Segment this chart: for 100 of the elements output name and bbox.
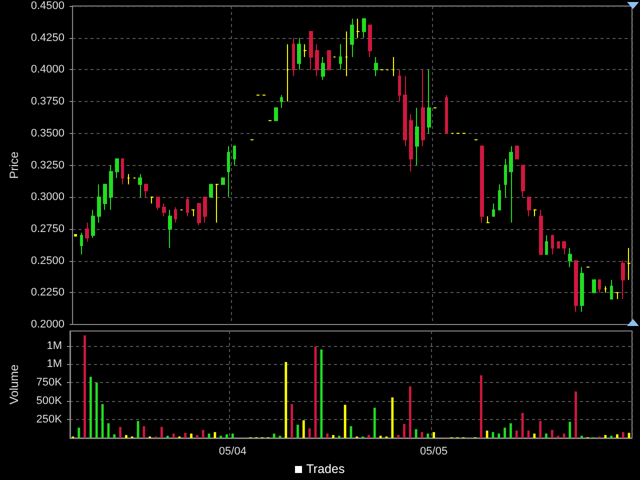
bar <box>184 432 187 438</box>
bar <box>515 430 518 438</box>
bar <box>403 424 406 438</box>
candlestick <box>315 44 319 77</box>
bar <box>95 382 98 438</box>
candlestick <box>574 260 578 312</box>
y-tick-label: 0.4000 <box>30 64 65 76</box>
bar <box>119 426 122 438</box>
y-tick-label: 1M <box>46 340 62 352</box>
candlestick <box>445 94 448 134</box>
bar <box>308 428 311 438</box>
bar <box>574 392 577 438</box>
candlestick <box>527 196 531 217</box>
candlestick <box>174 206 177 224</box>
bar <box>332 435 334 438</box>
bar <box>232 434 234 438</box>
bar <box>84 335 86 438</box>
candlestick <box>509 146 513 224</box>
candlestick <box>280 94 283 108</box>
y-tick-label: 0.2000 <box>30 318 65 330</box>
candlestick <box>197 202 201 226</box>
bar <box>568 422 572 438</box>
candlestick <box>221 177 225 185</box>
bar <box>545 434 548 438</box>
bar <box>408 386 412 438</box>
bar <box>414 429 418 438</box>
candlestick <box>604 286 607 294</box>
candlestick <box>409 114 413 172</box>
candlestick <box>615 292 619 300</box>
candlestick <box>415 107 419 166</box>
bar <box>113 434 116 438</box>
candlestick <box>557 241 560 249</box>
y-tick-label: 0.4250 <box>30 32 65 44</box>
candlestick <box>203 196 207 224</box>
candlestick <box>286 44 289 102</box>
candlestick <box>91 209 95 238</box>
bar <box>326 434 329 438</box>
candlestick <box>115 158 119 178</box>
y-tick-label: 0.2250 <box>30 286 65 299</box>
candlestick <box>303 44 307 58</box>
candlestick <box>521 164 525 198</box>
candlestick <box>515 146 519 160</box>
candlestick <box>85 222 89 242</box>
candlestick <box>498 184 501 210</box>
candlestick <box>427 69 431 134</box>
bar <box>190 434 192 438</box>
bar <box>510 423 512 438</box>
y-axis-title: Volume <box>7 364 21 405</box>
y-tick-label: 750K <box>36 376 63 389</box>
candlestick <box>551 234 554 255</box>
candlestick <box>321 56 325 80</box>
bar <box>272 434 276 438</box>
candlestick <box>421 69 425 147</box>
bar <box>550 430 554 438</box>
candlestick <box>350 18 354 58</box>
bar <box>504 428 506 438</box>
bar <box>622 432 624 438</box>
bar <box>320 349 323 438</box>
candlestick <box>568 248 572 268</box>
bar <box>290 404 294 438</box>
candlestick <box>610 279 613 300</box>
y-tick-label: 1M <box>46 358 62 370</box>
candlestick <box>109 164 113 210</box>
candlestick <box>403 76 407 147</box>
candlestick <box>356 18 360 38</box>
bar <box>344 404 346 438</box>
bar <box>226 434 228 438</box>
candlestick <box>156 196 160 210</box>
bar <box>480 375 482 438</box>
candlestick <box>486 216 490 224</box>
candlestick <box>292 37 295 77</box>
bar <box>539 421 542 438</box>
bar <box>284 362 288 438</box>
bar <box>604 435 607 438</box>
bar <box>498 434 500 438</box>
candlestick <box>504 158 507 198</box>
bar <box>616 434 618 438</box>
candlestick <box>627 248 631 280</box>
bar <box>397 435 400 438</box>
candlestick <box>233 146 236 166</box>
bar <box>78 428 80 438</box>
candlestick <box>539 209 543 255</box>
bar <box>391 397 394 438</box>
candlestick <box>121 158 124 185</box>
y-tick-label: 0.4500 <box>30 0 65 12</box>
candlestick <box>97 184 101 224</box>
bar <box>196 435 198 438</box>
candlestick <box>168 209 172 249</box>
candlestick <box>598 279 601 294</box>
series-label: Trades <box>306 462 345 476</box>
bar <box>368 435 370 438</box>
candlestick <box>162 202 166 217</box>
candlestick <box>309 30 313 70</box>
candlestick <box>297 37 301 70</box>
candlestick <box>545 234 548 255</box>
bar <box>426 434 430 438</box>
x-tick-label: 05/05 <box>420 446 448 458</box>
bar <box>373 408 376 438</box>
y-axis-title: Price <box>7 151 21 179</box>
candlestick <box>374 56 378 77</box>
